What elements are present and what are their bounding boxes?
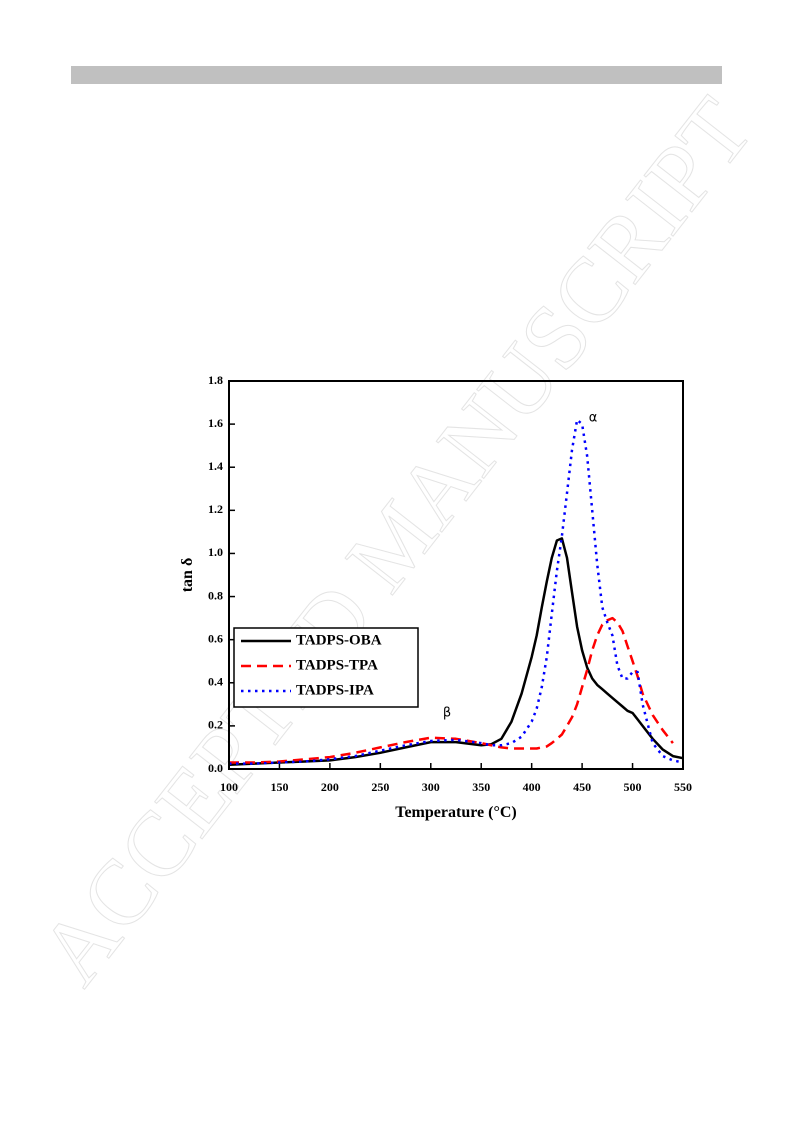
x-tick-label: 300 (422, 780, 440, 794)
y-tick-label: 0.6 (208, 631, 223, 645)
y-tick-label: 0.2 (208, 718, 223, 732)
peak-annotation: β (443, 706, 451, 721)
header-bar (71, 66, 722, 84)
y-tick-label: 1.8 (208, 373, 223, 387)
y-tick-label: 0.8 (208, 588, 223, 602)
y-tick-label: 1.0 (208, 545, 223, 559)
x-tick-label: 550 (674, 780, 692, 794)
y-tick-label: 1.2 (208, 502, 223, 516)
x-tick-label: 250 (371, 780, 389, 794)
x-axis-title: Temperature (°C) (395, 804, 516, 821)
x-tick-label: 350 (472, 780, 490, 794)
x-tick-label: 450 (573, 780, 591, 794)
legend-label: TADPS-TPA (296, 657, 378, 673)
series-line (229, 616, 674, 764)
x-tick-label: 100 (220, 780, 238, 794)
x-tick-label: 200 (321, 780, 339, 794)
legend-label: TADPS-IPA (296, 682, 374, 698)
peak-annotation: α (589, 411, 598, 426)
series-line (228, 537, 684, 766)
legend-label: TADPS-OBA (296, 632, 382, 648)
x-tick-label: 150 (270, 780, 288, 794)
y-tick-label: 1.4 (208, 459, 223, 473)
watermark: ACCEPTED MANUSCRIPT (19, 80, 771, 1003)
plot-frame (228, 380, 684, 770)
x-tick-label: 500 (624, 780, 642, 794)
y-axis-title: tan δ (179, 558, 196, 593)
y-tick-label: 1.6 (208, 416, 223, 430)
y-tick-label: 0.0 (208, 761, 223, 775)
y-tick-label: 0.4 (208, 675, 223, 689)
x-tick-label: 400 (523, 780, 541, 794)
